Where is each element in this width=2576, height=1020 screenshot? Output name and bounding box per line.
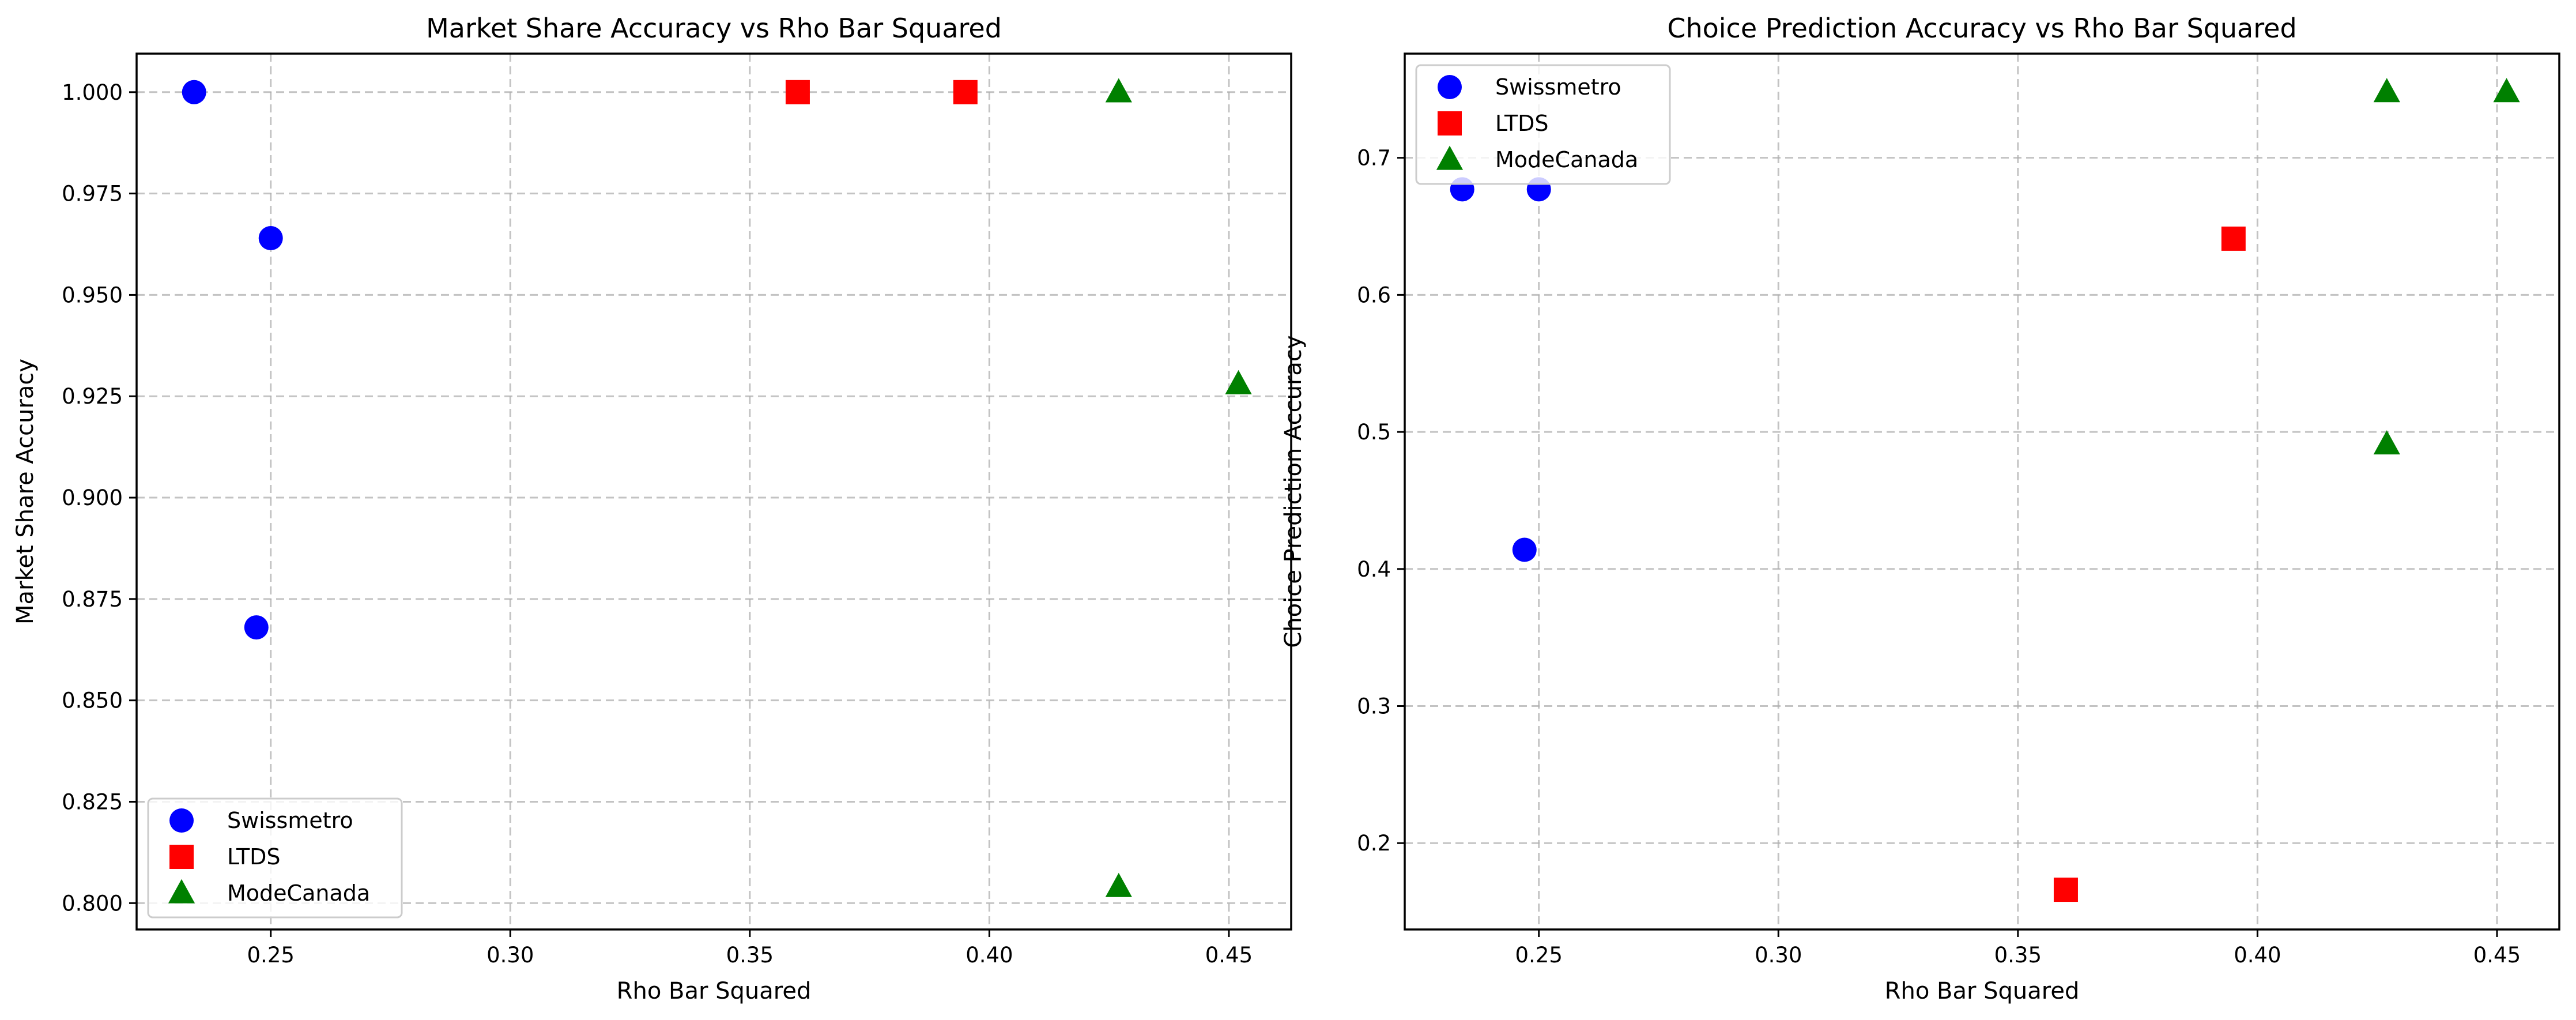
chart-2-x-tick-label: 0.30: [1755, 943, 1802, 968]
chart-1-legend-box: [147, 797, 403, 919]
chart-1-x-tick-label: 0.25: [247, 943, 295, 968]
chart-1-x-tick-label: 0.40: [965, 943, 1013, 968]
chart-1-legend-modecanada-marker: [168, 879, 195, 904]
chart-1-title: Market Share Accuracy vs Rho Bar Squared: [426, 13, 1002, 44]
chart-2-y-axis-label: Choice Prediction Accuracy: [1280, 335, 1307, 648]
chart-1-x-tick-label: 0.45: [1205, 943, 1253, 968]
chart-1-legend-ltds-marker: [169, 845, 194, 869]
chart-1-legend: Swissmetro LTDS ModeCanada: [147, 797, 403, 919]
chart-1-x-tick-label: 0.30: [486, 943, 534, 968]
chart-2-y-tick-label: 0.4: [1357, 557, 1391, 582]
chart-2-x-tick-label: 0.25: [1515, 943, 1563, 968]
chart-1-y-tick-label: 0.925: [62, 384, 123, 409]
chart-1-ltds-point: [785, 80, 810, 104]
chart-2-ltds-point: [2053, 878, 2078, 902]
chart-2-legend-box: [1415, 64, 1671, 185]
chart-1-legend-modecanada-label: ModeCanada: [227, 880, 370, 906]
chart-1-modecanada-point: [1105, 78, 1132, 103]
chart-1: 0.25 0.30 0.35 0.40 0.45 0.800 0.825 0.850 0.875…: [12, 13, 1292, 1004]
chart-2-x-axis-label: Rho Bar Squared: [1885, 978, 2080, 1004]
chart-1-x-tick-label: 0.35: [726, 943, 774, 968]
chart-2-legend-swissmetro-marker: [1438, 75, 1462, 99]
chart-1-x-axis: 0.25 0.30 0.35 0.40 0.45: [247, 929, 1253, 968]
chart-2-x-tick-label: 0.40: [2234, 943, 2281, 968]
chart-2-modecanada-point: [2373, 430, 2400, 455]
chart-1-x-axis-label: Rho Bar Squared: [617, 978, 812, 1004]
chart-1-modecanada-point: [1225, 370, 1252, 394]
chart-2-modecanada-point: [2493, 78, 2520, 103]
chart-1-swissmetro-point: [244, 615, 269, 640]
chart-2-legend-modecanada-label: ModeCanada: [1495, 147, 1638, 172]
chart-1-points: [182, 78, 1252, 897]
chart-2-legend-swissmetro-label: Swissmetro: [1495, 74, 1621, 100]
chart-1-legend-swissmetro-marker: [169, 808, 194, 833]
chart-2: 0.25 0.30 0.35 0.40 0.45 0.2 0.3 0.4 0.5 0.6 0.7 Ch…: [1280, 13, 2560, 1004]
chart-1-y-tick-label: 0.800: [62, 891, 123, 916]
chart-1-frame: [135, 52, 1292, 931]
chart-1-modecanada-point: [1105, 872, 1132, 897]
chart-2-modecanada-point: [2373, 78, 2400, 103]
chart-2-ltds-point: [2221, 226, 2246, 251]
chart-1-y-tick-label: 0.975: [62, 182, 123, 206]
chart-1-y-tick-label: 0.900: [62, 485, 123, 510]
chart-1-legend-swissmetro-label: Swissmetro: [227, 808, 353, 833]
chart-2-y-tick-label: 0.6: [1357, 283, 1391, 307]
chart-1-swissmetro-point: [258, 225, 283, 250]
chart-1-y-axis: 0.800 0.825 0.850 0.875 0.900 0.925 0.950 0.975…: [62, 80, 137, 916]
chart-2-x-axis: 0.25 0.30 0.35 0.40 0.45: [1515, 929, 2521, 968]
chart-1-y-tick-label: 0.825: [62, 789, 123, 814]
chart-1-y-tick-label: 0.850: [62, 688, 123, 713]
chart-2-legend-modecanada-marker: [1436, 145, 1464, 170]
chart-1-y-tick-label: 0.875: [62, 587, 123, 612]
chart-1-y-tick-label: 0.950: [62, 283, 123, 307]
chart-2-x-tick-label: 0.45: [2473, 943, 2521, 968]
chart-1-grid: [137, 54, 1291, 929]
chart-2-title: Choice Prediction Accuracy vs Rho Bar Sq…: [1667, 13, 2296, 44]
chart-1-legend-ltds-label: LTDS: [227, 844, 281, 870]
chart-2-y-axis: 0.2 0.3 0.4 0.5 0.6 0.7: [1357, 146, 1405, 856]
chart-2-legend-ltds-label: LTDS: [1495, 111, 1549, 136]
chart-1-ltds-point: [953, 80, 978, 104]
chart-2-frame: [1404, 52, 2560, 931]
chart-2-legend-ltds-marker: [1438, 111, 1462, 136]
chart-2-x-tick-label: 0.35: [1994, 943, 2042, 968]
chart-1-y-tick-label: 1.000: [62, 80, 123, 105]
chart-2-y-tick-label: 0.3: [1357, 694, 1391, 719]
chart-2-swissmetro-point: [1512, 537, 1537, 562]
chart-1-y-axis-label: Market Share Accuracy: [12, 359, 39, 624]
chart-1-swissmetro-point: [182, 80, 206, 104]
chart-2-y-tick-label: 0.5: [1357, 420, 1391, 445]
chart-2-y-tick-label: 0.7: [1357, 146, 1391, 171]
chart-2-y-tick-label: 0.2: [1357, 831, 1391, 856]
chart-2-points: [1450, 78, 2520, 902]
chart-2-legend: Swissmetro LTDS ModeCanada: [1415, 64, 1671, 185]
